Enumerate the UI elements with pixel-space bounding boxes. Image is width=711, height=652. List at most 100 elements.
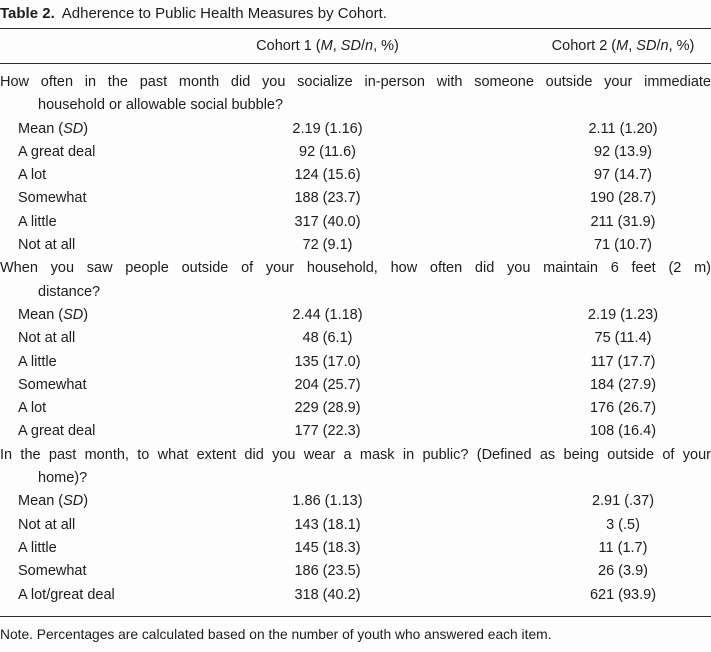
question-1-line-1: How often in the past month did you soci… xyxy=(0,74,711,90)
table-caption: Adherence to Public Health Measures by C… xyxy=(61,5,387,22)
row-spacer xyxy=(455,397,535,420)
row-spacer xyxy=(455,490,535,513)
rule-top xyxy=(0,28,711,29)
table-row: Mean (SD) 2.44 (1.18) 2.19 (1.23) xyxy=(0,304,711,327)
table-row: A great deal 92 (11.6) 92 (13.9) xyxy=(0,141,711,164)
cohort2-value: 11 (1.7) xyxy=(598,539,648,556)
cohort2-value: 26 (3.9) xyxy=(598,563,648,580)
row-label: Not at all xyxy=(18,330,76,347)
table-number: Table 2. xyxy=(0,5,55,22)
cohort2-value: 71 (10.7) xyxy=(593,237,653,254)
row-label: A lot xyxy=(18,167,47,184)
column-header-row: Cohort 1 (M, SD/n, %) Cohort 2 (M, SD/n,… xyxy=(0,29,711,63)
cohort1-value: 2.44 (1.18) xyxy=(292,306,363,323)
row-spacer xyxy=(455,351,535,374)
row-spacer xyxy=(455,141,535,164)
row-spacer xyxy=(455,164,535,187)
table-row: Not at all 72 (9.1) 71 (10.7) xyxy=(0,234,711,257)
row-spacer xyxy=(455,514,535,537)
cohort1-value: 2.19 (1.16) xyxy=(292,120,363,137)
cohort1-value: 204 (25.7) xyxy=(294,376,361,393)
column-header-cohort1: Cohort 1 (M, SD/n, %) xyxy=(256,38,399,54)
cohort1-value: 317 (40.0) xyxy=(294,213,361,230)
cohort1-value: 48 (6.1) xyxy=(302,330,353,347)
row-spacer xyxy=(455,304,535,327)
table-title: Table 2. Adherence to Public Health Measu… xyxy=(0,0,711,28)
table-row: Somewhat 186 (23.5) 26 (3.9) xyxy=(0,560,711,583)
row-spacer xyxy=(455,118,535,141)
cohort1-value: 318 (40.2) xyxy=(294,586,361,603)
table-body: How often in the past month did you soci… xyxy=(0,64,711,616)
rule-bottom xyxy=(0,615,711,617)
cohort1-value: 135 (17.0) xyxy=(294,353,361,370)
row-label: Mean (SD) xyxy=(18,120,89,137)
table-row: A little 145 (18.3) 11 (1.7) xyxy=(0,537,711,560)
row-label: Not at all xyxy=(18,237,76,254)
table-row: A lot/great deal 318 (40.2) 621 (93.9) xyxy=(0,584,711,607)
cohort2-value: 117 (17.7) xyxy=(590,353,656,370)
table-row: Somewhat 188 (23.7) 190 (28.7) xyxy=(0,187,711,210)
cohort2-value: 3 (.5) xyxy=(606,516,640,533)
row-label: Somewhat xyxy=(18,563,87,580)
row-spacer xyxy=(455,327,535,350)
table-row: Mean (SD) 2.19 (1.16) 2.11 (1.20) xyxy=(0,118,711,141)
row-label: A great deal xyxy=(18,143,96,160)
cohort1-value: 229 (28.9) xyxy=(294,400,361,417)
table-row: Not at all 48 (6.1) 75 (11.4) xyxy=(0,327,711,350)
cohort2-value: 75 (11.4) xyxy=(594,330,652,347)
row-label: A little xyxy=(18,353,57,370)
cohort1-value: 124 (15.6) xyxy=(294,167,361,184)
table-row: Somewhat 204 (25.7) 184 (27.9) xyxy=(0,374,711,397)
cohort1-value: 92 (11.6) xyxy=(299,143,356,160)
question-2-line-2: distance? xyxy=(38,283,101,300)
cohort1-value: 188 (23.7) xyxy=(294,190,361,207)
table-row: A little 317 (40.0) 211 (31.9) xyxy=(0,211,711,234)
cohort2-value: 184 (27.9) xyxy=(589,376,657,393)
question-3-line-1: In the past month, to what extent did yo… xyxy=(0,446,711,463)
question-3-line-2: home)? xyxy=(38,470,88,487)
table-row: A lot 229 (28.9) 176 (26.7) xyxy=(0,397,711,420)
row-label: A lot/great deal xyxy=(18,586,115,603)
question-2-line-1: When you saw people outside of your hous… xyxy=(0,260,711,277)
table-row: Mean (SD) 1.86 (1.13) 2.91 (.37) xyxy=(0,490,711,513)
cohort2-value: 2.11 (1.20) xyxy=(588,120,658,137)
cohort2-value: 2.91 (.37) xyxy=(591,493,655,510)
row-spacer xyxy=(455,584,535,607)
row-spacer xyxy=(455,420,535,443)
table-row: A great deal 177 (22.3) 108 (16.4) xyxy=(0,420,711,443)
row-spacer xyxy=(455,374,535,397)
cohort1-value: 72 (9.1) xyxy=(302,237,353,254)
cohort1-value: 186 (23.5) xyxy=(294,563,361,580)
row-spacer xyxy=(455,211,535,234)
row-spacer xyxy=(455,537,535,560)
column-header-cohort2: Cohort 2 (M, SD/n, %) xyxy=(551,38,695,54)
row-label: Mean (SD) xyxy=(18,306,89,323)
table-row: A little 135 (17.0) 117 (17.7) xyxy=(0,351,711,374)
cohort1-value: 1.86 (1.13) xyxy=(292,493,363,510)
cohort1-value: 177 (22.3) xyxy=(294,423,361,440)
cohort2-value: 211 (31.9) xyxy=(590,213,656,230)
cohort2-value: 108 (16.4) xyxy=(589,423,657,440)
question-1-line-2: household or allowable social bubble? xyxy=(38,97,284,114)
row-label: A little xyxy=(18,213,57,230)
row-spacer xyxy=(455,560,535,583)
row-label: Somewhat xyxy=(18,190,87,207)
row-label: Somewhat xyxy=(18,376,87,393)
cohort2-value: 176 (26.7) xyxy=(589,400,657,417)
cohort1-value: 145 (18.3) xyxy=(294,539,361,556)
row-label: Not at all xyxy=(18,516,76,533)
row-label: Mean (SD) xyxy=(18,493,89,510)
cohort2-value: 97 (14.7) xyxy=(593,167,653,184)
row-label: A little xyxy=(18,539,57,556)
row-spacer xyxy=(455,234,535,257)
row-spacer xyxy=(455,187,535,210)
table-row: Not at all 143 (18.1) 3 (.5) xyxy=(0,514,711,537)
table-note: Note. Percentages are calculated based o… xyxy=(0,626,552,642)
cohort2-value: 92 (13.9) xyxy=(593,143,653,160)
cohort1-value: 143 (18.1) xyxy=(294,516,361,533)
cohort2-value: 621 (93.9) xyxy=(589,586,657,603)
cohort2-value: 2.19 (1.23) xyxy=(587,306,659,323)
row-label: A great deal xyxy=(18,423,96,440)
row-label: A lot xyxy=(18,400,47,417)
